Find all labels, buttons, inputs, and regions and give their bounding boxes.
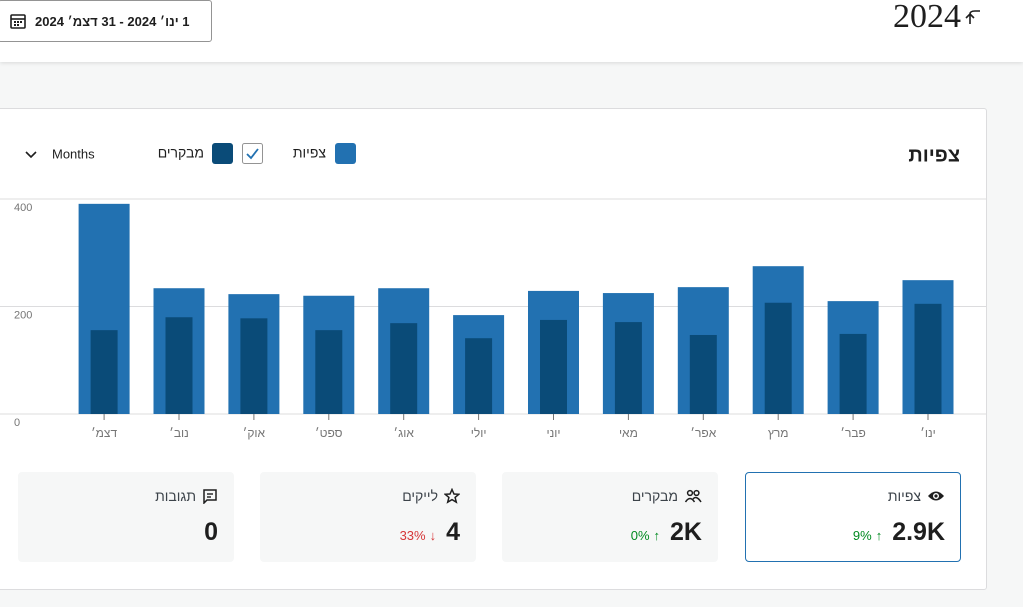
- x-tick-label: אוג׳: [394, 426, 415, 440]
- comment-icon: [203, 489, 217, 504]
- back-icon[interactable]: [963, 6, 985, 28]
- stat-change: 0% ↑: [631, 528, 660, 543]
- change-arrow: ↑: [653, 528, 661, 543]
- star-icon: [444, 488, 460, 504]
- stat-card[interactable]: לייקים 4 33% ↓: [260, 472, 476, 562]
- x-tick-label: נוב׳: [169, 426, 189, 440]
- y-tick-label: 200: [14, 309, 32, 321]
- legend-swatch[interactable]: [335, 143, 356, 164]
- chart-title: צפיות: [908, 144, 960, 166]
- bar: [540, 319, 567, 414]
- bar: [839, 333, 867, 414]
- x-tick-label: ינו׳: [920, 426, 936, 440]
- year-title: 2024: [893, 0, 961, 35]
- change-value: 0%: [630, 528, 650, 543]
- change-arrow: ↓: [429, 528, 437, 543]
- chevron: [25, 151, 37, 159]
- date-range-button[interactable]: 1 ינו׳ 2024 - 31 דצמ׳ 2024: [0, 0, 212, 42]
- change-value: 9%: [852, 528, 872, 543]
- date-range: 1 ינו׳ 2024 - 31 דצמ׳ 2024: [35, 13, 190, 29]
- bar: [465, 338, 493, 414]
- stat-value: 2K: [670, 518, 702, 546]
- y-tick-label: 400: [14, 202, 32, 214]
- x-tick-label: דצמ׳: [91, 426, 117, 440]
- x-tick-label: אפר׳: [690, 426, 716, 440]
- change-value: 33%: [399, 528, 426, 543]
- stat-label: מבקרים: [631, 488, 678, 504]
- legend-label: צפיות: [293, 145, 326, 161]
- top-bar: 1 ינו׳ 2024 - 31 דצמ׳ 2024 2024: [0, 0, 1023, 62]
- change-arrow: ↑: [875, 528, 883, 543]
- legend-checkbox[interactable]: [242, 143, 263, 164]
- stat-value: 4: [446, 518, 460, 546]
- x-tick-label: מאי: [619, 426, 638, 440]
- x-tick-label: ספט׳: [315, 426, 343, 440]
- legend-label: מבקרים: [158, 145, 204, 161]
- legend-swatch[interactable]: [212, 143, 233, 164]
- bar: [614, 322, 642, 414]
- stat-label: תגובות: [155, 488, 196, 504]
- bar: [165, 317, 193, 414]
- bar: [914, 303, 942, 414]
- checkmark: [246, 148, 259, 160]
- x-tick-label: מרץ: [768, 426, 789, 440]
- stat-value: 0: [204, 518, 218, 546]
- x-tick-label: פבר׳: [840, 426, 866, 440]
- period-select[interactable]: Months: [52, 146, 95, 161]
- bar: [689, 334, 717, 414]
- people-icon: [684, 489, 702, 503]
- stat-value: 2.9K: [892, 518, 945, 546]
- bar: [315, 330, 343, 414]
- bar: [390, 323, 418, 414]
- bar: [90, 330, 118, 414]
- stat-change: 33% ↓: [400, 528, 437, 543]
- stat-card[interactable]: מבקרים 2K 0% ↑: [502, 472, 718, 562]
- eye-icon: [928, 491, 944, 501]
- y-tick-label: 0: [14, 417, 20, 429]
- stat-change: 9% ↑: [853, 528, 882, 543]
- stat-card[interactable]: תגובות 0: [18, 472, 234, 562]
- bar: [764, 302, 792, 414]
- stat-label: צפיות: [887, 488, 921, 504]
- bar: [240, 318, 268, 414]
- calendar-icon: [10, 14, 26, 29]
- stat-label: לייקים: [402, 488, 438, 504]
- x-tick-label: יוני: [546, 426, 560, 440]
- x-tick-label: יולי: [471, 426, 487, 440]
- stat-card[interactable]: צפיות 2.9K 9% ↑: [745, 472, 961, 562]
- x-tick-label: אוק׳: [243, 426, 266, 440]
